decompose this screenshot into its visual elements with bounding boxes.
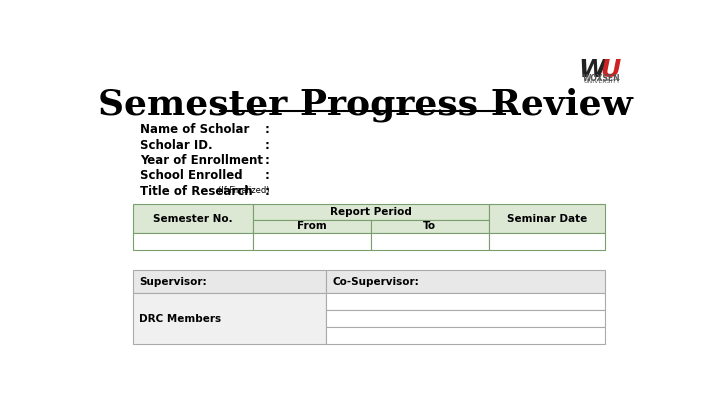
Bar [326, 294, 606, 310]
Text: :: : [264, 139, 269, 152]
Bar [132, 271, 326, 294]
Text: :: : [264, 169, 269, 183]
Text: Name of Scholar: Name of Scholar [140, 123, 250, 136]
Bar [371, 233, 489, 250]
Bar [489, 204, 606, 233]
Text: Title of Research: Title of Research [140, 185, 253, 198]
Text: DRC Members: DRC Members [139, 314, 221, 324]
Text: Report Period: Report Period [330, 207, 412, 217]
Text: UNIVERSITY: UNIVERSITY [583, 79, 620, 84]
Text: Scholar ID.: Scholar ID. [140, 139, 213, 152]
Text: (If Finalized): (If Finalized) [218, 186, 269, 196]
Text: Semester Progress Review: Semester Progress Review [98, 87, 632, 122]
Text: School Enrolled: School Enrolled [140, 169, 243, 183]
Bar [371, 220, 489, 233]
Bar [132, 233, 253, 250]
Bar [326, 310, 606, 327]
Bar [253, 220, 371, 233]
Text: Co-Supervisor:: Co-Supervisor: [333, 277, 419, 286]
Bar [489, 233, 606, 250]
Bar [326, 271, 606, 294]
Text: WOXSEN: WOXSEN [582, 74, 621, 83]
Text: W: W [578, 58, 606, 82]
Bar [253, 204, 489, 220]
Text: To: To [423, 222, 436, 232]
Text: :: : [264, 154, 269, 167]
Text: :: : [264, 185, 269, 198]
Bar [326, 327, 606, 344]
Text: Semester No.: Semester No. [153, 214, 233, 224]
Text: Year of Enrollment: Year of Enrollment [140, 154, 264, 167]
Text: Seminar Date: Seminar Date [507, 214, 588, 224]
Bar [132, 294, 326, 344]
Text: From: From [297, 222, 327, 232]
Text: :: : [264, 123, 269, 136]
Text: U: U [600, 58, 621, 82]
Text: Supervisor:: Supervisor: [139, 277, 207, 286]
Bar [132, 204, 253, 233]
Bar [253, 233, 371, 250]
